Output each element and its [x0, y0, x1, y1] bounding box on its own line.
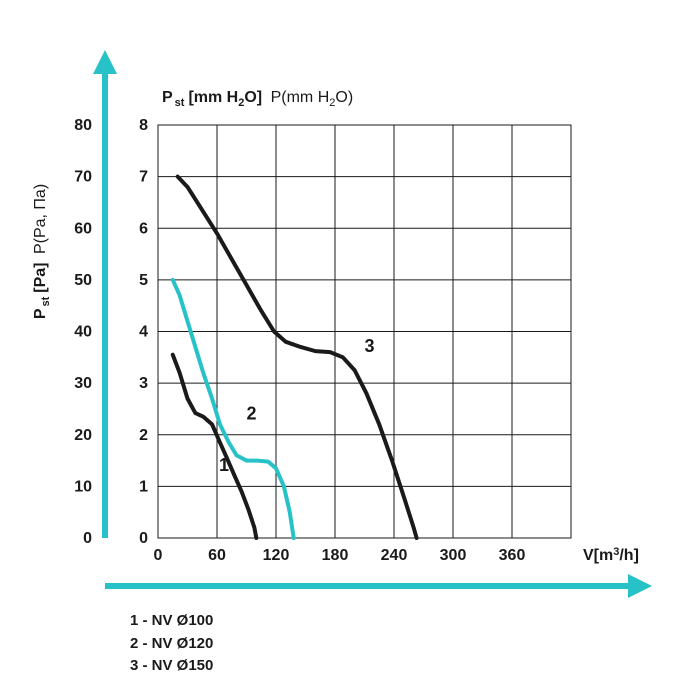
svg-text:10: 10 — [74, 478, 92, 495]
svg-text:240: 240 — [381, 547, 408, 564]
svg-text:2: 2 — [139, 427, 148, 444]
svg-text:5: 5 — [139, 272, 148, 289]
y2-axis-title: Pst[mm H2O] P(mm H2O) — [162, 89, 353, 109]
svg-text:60: 60 — [74, 220, 92, 237]
legend-item-2: 2 - NV Ø120 — [130, 633, 213, 656]
svg-text:0: 0 — [83, 530, 92, 547]
svg-text:20: 20 — [74, 427, 92, 444]
svg-text:80: 80 — [74, 117, 92, 134]
svg-text:8: 8 — [139, 117, 148, 134]
svg-text:120: 120 — [263, 547, 290, 564]
svg-text:70: 70 — [74, 169, 92, 186]
svg-text:360: 360 — [499, 547, 526, 564]
svg-text:1: 1 — [139, 478, 148, 495]
legend: 1 - NV Ø100 2 - NV Ø120 3 - NV Ø150 — [130, 610, 213, 678]
svg-text:50: 50 — [74, 272, 92, 289]
svg-text:0: 0 — [139, 530, 148, 547]
series-3 — [178, 177, 417, 538]
svg-text:300: 300 — [440, 547, 467, 564]
svg-text:7: 7 — [139, 169, 148, 186]
series-label-1: 1 — [219, 455, 229, 475]
svg-text:180: 180 — [322, 547, 349, 564]
chart-svg: 0 60 120 180 240 300 360 0 10 20 30 40 50 60 70 80 0 1 2 3 4… — [0, 0, 700, 700]
legend-item-1: 1 - NV Ø100 — [130, 610, 213, 633]
series-label-2: 2 — [247, 403, 257, 423]
svg-text:60: 60 — [208, 547, 226, 564]
series-1 — [173, 355, 257, 538]
svg-text:40: 40 — [74, 324, 92, 341]
svg-text:4: 4 — [139, 324, 148, 341]
svg-text:6: 6 — [139, 220, 148, 237]
y1-axis-title: Pst[Pa] P(Pa, Па) — [32, 184, 52, 319]
fan-curve-chart: 0 60 120 180 240 300 360 0 10 20 30 40 50 60 70 80 0 1 2 3 4… — [0, 0, 700, 700]
svg-text:30: 30 — [74, 375, 92, 392]
series-label-3: 3 — [365, 336, 375, 356]
legend-item-3: 3 - NV Ø150 — [130, 655, 213, 678]
x-axis-title: V[m3/h] — [583, 546, 639, 564]
svg-text:3: 3 — [139, 375, 148, 392]
svg-text:0: 0 — [154, 547, 163, 564]
